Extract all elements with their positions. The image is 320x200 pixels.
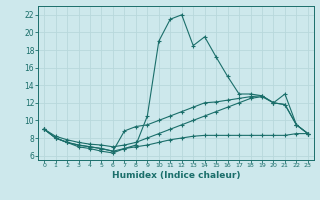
X-axis label: Humidex (Indice chaleur): Humidex (Indice chaleur) (112, 171, 240, 180)
